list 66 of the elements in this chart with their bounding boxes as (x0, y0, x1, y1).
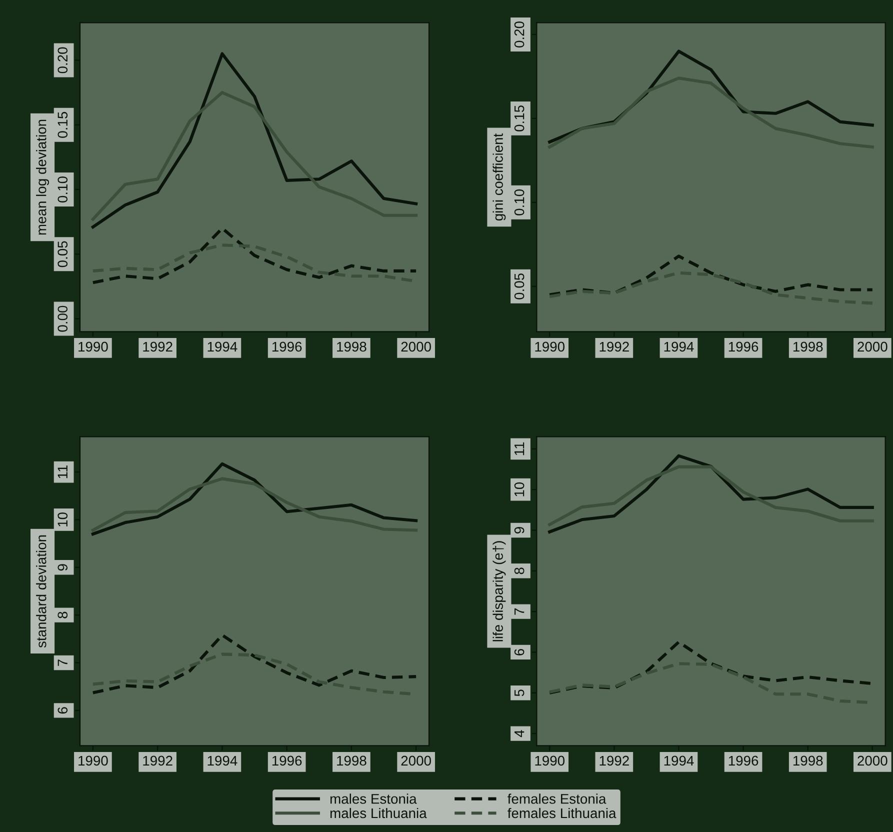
y-tick-label: 0.05 (514, 273, 524, 300)
x-tick-label: 1996 (272, 756, 302, 766)
x-tick-label: 1998 (337, 756, 366, 766)
y-axis-title: mean log deviation (36, 120, 50, 235)
line-series (91, 52, 418, 229)
x-tick-label: 2000 (858, 342, 888, 352)
x-tick-label: 1992 (600, 756, 629, 766)
y-axis-title: gini coefficient (492, 133, 506, 221)
line-series (548, 254, 874, 296)
x-tick-label: 1994 (208, 756, 238, 766)
legend-label: females Lithuania (508, 808, 616, 818)
y-tick-label: 4 (514, 730, 524, 738)
y-tick-label: 9 (58, 564, 68, 571)
y-tick-label: 0.00 (58, 306, 68, 332)
y-tick-label: 0.10 (514, 189, 524, 216)
line-series (91, 462, 418, 536)
line-series (548, 465, 874, 526)
y-tick-label: 10 (514, 482, 524, 496)
legend-label: males Lithuania (330, 808, 427, 818)
x-tick-label: 1998 (337, 342, 366, 352)
x-tick-label: 1990 (78, 342, 108, 352)
y-tick-label: 6 (514, 648, 524, 656)
x-tick-label: 1996 (272, 342, 302, 352)
y-tick-label: 7 (514, 608, 524, 615)
y-tick-label: 11 (58, 465, 68, 478)
x-tick-label: 1990 (535, 342, 565, 352)
line-series (548, 271, 874, 305)
x-tick-label: 1996 (728, 756, 758, 766)
line-series (548, 76, 874, 149)
y-tick-label: 8 (58, 612, 68, 618)
x-tick-label: 1998 (793, 756, 823, 766)
line-series (548, 454, 874, 534)
y-tick-label: 10 (58, 512, 68, 526)
x-tick-label: 1992 (143, 756, 172, 766)
y-tick-label: 0.20 (514, 21, 524, 48)
legend-label: males Estonia (330, 794, 417, 804)
y-tick-label: 11 (514, 442, 524, 456)
x-tick-label: 1996 (728, 342, 758, 352)
x-tick-label: 1992 (600, 342, 629, 352)
y-axis-title: life disparity (e†) (492, 541, 506, 642)
y-tick-label: 5 (514, 690, 524, 696)
line-series (91, 226, 418, 284)
legend-label: females Estonia (508, 794, 606, 804)
x-tick-label: 1994 (208, 342, 238, 352)
y-tick-label: 8 (514, 568, 524, 574)
y-tick-label: 0.20 (58, 47, 68, 74)
x-tick-label: 1992 (143, 342, 172, 352)
line-series (91, 634, 418, 694)
x-tick-label: 2000 (858, 756, 888, 766)
x-tick-label: 1990 (535, 756, 565, 766)
y-tick-label: 0.05 (58, 241, 68, 268)
y-tick-label: 0.15 (58, 112, 68, 138)
x-tick-label: 2000 (401, 756, 431, 766)
y-tick-label: 9 (514, 527, 524, 534)
x-tick-label: 1994 (664, 756, 694, 766)
y-tick-label: 0.15 (514, 106, 524, 132)
y-tick-label: 0.10 (58, 176, 68, 202)
x-tick-label: 1998 (793, 342, 823, 352)
x-tick-label: 1994 (664, 342, 694, 352)
y-tick-label: 7 (58, 660, 68, 666)
y-tick-label: 6 (58, 707, 68, 714)
line-series (91, 91, 418, 221)
y-axis-title: standard deviation (36, 535, 46, 648)
x-tick-label: 2000 (401, 342, 431, 352)
line-series (91, 477, 418, 532)
x-tick-label: 1990 (78, 756, 108, 766)
